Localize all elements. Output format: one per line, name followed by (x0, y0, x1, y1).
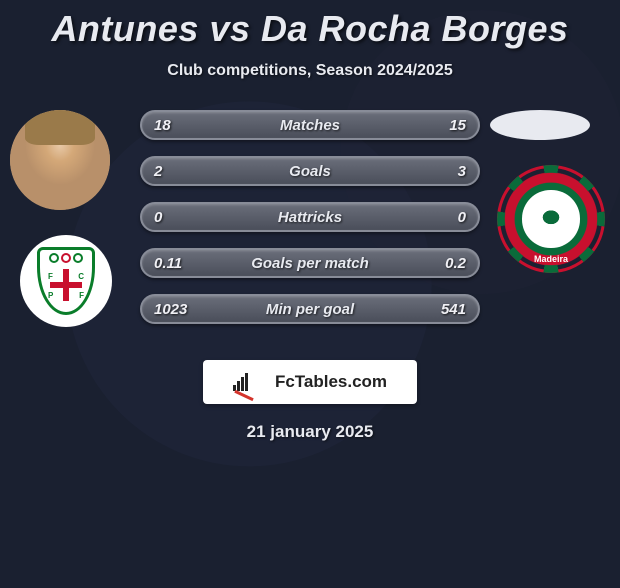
player-photo-right (490, 110, 590, 140)
stat-value-left: 18 (154, 117, 171, 134)
club-badge-left: FC PF (20, 235, 112, 327)
stat-label: Hattricks (278, 209, 342, 226)
player-face-icon (10, 110, 110, 210)
source-label: FcTables.com (275, 372, 387, 392)
bar-chart-icon (233, 373, 269, 391)
stat-value-left: 1023 (154, 301, 187, 318)
club-badge-right: Madeira (497, 165, 605, 273)
lion-icon (534, 202, 568, 236)
comparison-panel: FC PF Madeira 18 Matches 15 2 Goals 3 0 … (0, 110, 620, 350)
stat-label: Goals (289, 163, 331, 180)
snapshot-date: 21 january 2025 (0, 422, 620, 442)
stat-value-left: 0.11 (154, 255, 182, 272)
stats-list: 18 Matches 15 2 Goals 3 0 Hattricks 0 0.… (140, 110, 480, 340)
source-logo: FcTables.com (203, 360, 417, 404)
stat-label: Min per goal (266, 301, 354, 318)
page-title: Antunes vs Da Rocha Borges (0, 8, 620, 50)
stat-value-right: 0 (458, 209, 466, 226)
stat-row-hattricks: 0 Hattricks 0 (140, 202, 480, 232)
stat-value-left: 2 (154, 163, 162, 180)
stat-row-gpm: 0.11 Goals per match 0.2 (140, 248, 480, 278)
player-photo-left (10, 110, 110, 210)
stat-row-mpg: 1023 Min per goal 541 (140, 294, 480, 324)
stat-value-right: 15 (449, 117, 466, 134)
stat-row-matches: 18 Matches 15 (140, 110, 480, 140)
shield-icon: FC PF (37, 247, 95, 315)
page-subtitle: Club competitions, Season 2024/2025 (0, 62, 620, 80)
stat-value-right: 3 (458, 163, 466, 180)
stat-value-left: 0 (154, 209, 162, 226)
ship-wheel-icon: Madeira (497, 165, 605, 273)
stat-row-goals: 2 Goals 3 (140, 156, 480, 186)
stat-label: Goals per match (251, 255, 369, 272)
club-right-label: Madeira (500, 254, 602, 264)
stat-value-right: 541 (441, 301, 466, 318)
stat-label: Matches (280, 117, 340, 134)
stat-value-right: 0.2 (445, 255, 466, 272)
